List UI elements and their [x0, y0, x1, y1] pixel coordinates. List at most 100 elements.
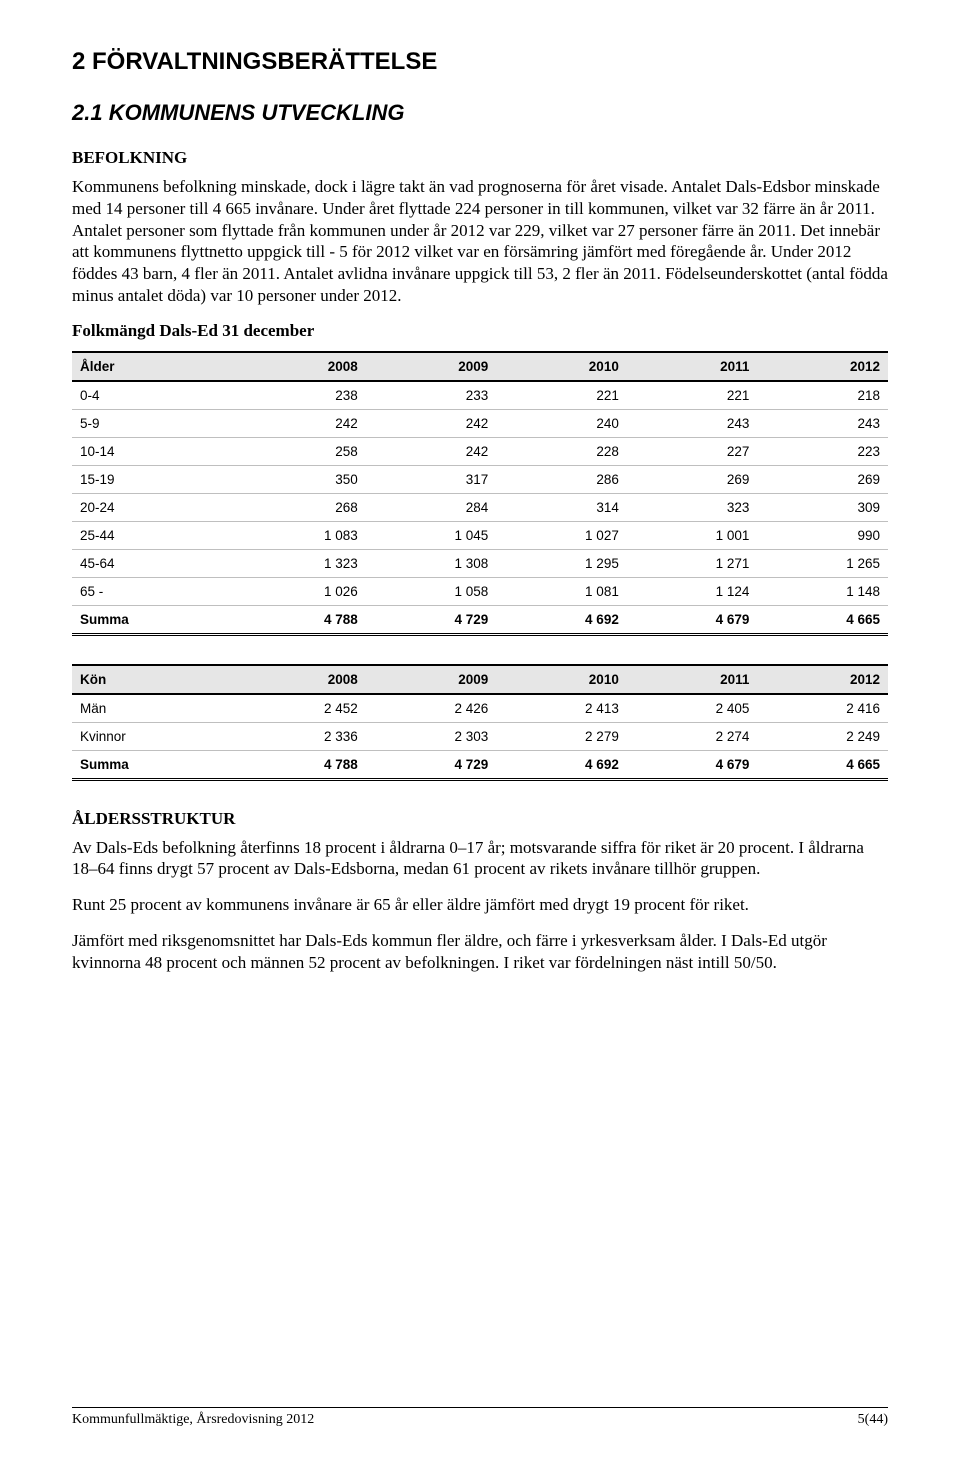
table-cell: 20-24 — [72, 493, 235, 521]
table-sum-cell: 4 665 — [757, 750, 888, 779]
table-cell: 1 083 — [235, 521, 366, 549]
table-row: 25-441 0831 0451 0271 001990 — [72, 521, 888, 549]
table-header-cell: 2012 — [757, 665, 888, 694]
table-sum-cell: 4 679 — [627, 605, 758, 634]
table-cell: 269 — [757, 465, 888, 493]
table-cell: 2 249 — [757, 722, 888, 750]
table-cell: 350 — [235, 465, 366, 493]
table-cell: 238 — [235, 381, 366, 410]
page-footer: Kommunfullmäktige, Årsredovisning 2012 5… — [72, 1407, 888, 1428]
table-cell: 2 405 — [627, 694, 758, 723]
table-cell: 10-14 — [72, 437, 235, 465]
table-row: 20-24268284314323309 — [72, 493, 888, 521]
table-cell: 2 336 — [235, 722, 366, 750]
table-cell: 1 148 — [757, 577, 888, 605]
gender-table: Kön20082009201020112012Män2 4522 4262 41… — [72, 664, 888, 781]
table-cell: 1 295 — [496, 549, 627, 577]
table-cell: 240 — [496, 409, 627, 437]
table-row: 15-19350317286269269 — [72, 465, 888, 493]
table-header-cell: 2008 — [235, 352, 366, 381]
table-cell: 2 279 — [496, 722, 627, 750]
table-row: Kvinnor2 3362 3032 2792 2742 249 — [72, 722, 888, 750]
table-cell: Kvinnor — [72, 722, 235, 750]
table-cell: 2 413 — [496, 694, 627, 723]
table-sum-cell: Summa — [72, 605, 235, 634]
table-header-cell: 2011 — [627, 665, 758, 694]
table-sum-cell: 4 788 — [235, 605, 366, 634]
section-title: 2 FÖRVALTNINGSBERÄTTELSE — [72, 48, 888, 76]
table-sum-cell: 4 729 — [366, 605, 497, 634]
table-cell: 323 — [627, 493, 758, 521]
table-sum-row: Summa4 7884 7294 6924 6794 665 — [72, 750, 888, 779]
table-sum-cell: 4 692 — [496, 750, 627, 779]
table-row: 5-9242242240243243 — [72, 409, 888, 437]
table-cell: 0-4 — [72, 381, 235, 410]
paragraph-alders-1: Av Dals-Eds befolkning återfinns 18 proc… — [72, 837, 888, 881]
table-header-cell: 2009 — [366, 665, 497, 694]
table-cell: 1 271 — [627, 549, 758, 577]
table-cell: 314 — [496, 493, 627, 521]
paragraph-alders-2: Runt 25 procent av kommunens invånare är… — [72, 894, 888, 916]
table-cell: 242 — [235, 409, 366, 437]
table-cell: Män — [72, 694, 235, 723]
table-cell: 269 — [627, 465, 758, 493]
table-cell: 242 — [366, 409, 497, 437]
table-cell: 221 — [627, 381, 758, 410]
table-sum-cell: 4 788 — [235, 750, 366, 779]
table-row: 0-4238233221221218 — [72, 381, 888, 410]
table-header-cell: 2009 — [366, 352, 497, 381]
table-cell: 286 — [496, 465, 627, 493]
table-title: Folkmängd Dals-Ed 31 december — [72, 321, 888, 341]
table-sum-cell: 4 729 — [366, 750, 497, 779]
table-cell: 1 308 — [366, 549, 497, 577]
table-cell: 268 — [235, 493, 366, 521]
table-header-cell: Ålder — [72, 352, 235, 381]
table-cell: 1 027 — [496, 521, 627, 549]
table-cell: 2 416 — [757, 694, 888, 723]
table-cell: 218 — [757, 381, 888, 410]
table-sum-cell: Summa — [72, 750, 235, 779]
table-cell: 45-64 — [72, 549, 235, 577]
table-cell: 228 — [496, 437, 627, 465]
table-cell: 242 — [366, 437, 497, 465]
table-cell: 1 323 — [235, 549, 366, 577]
table-cell: 1 045 — [366, 521, 497, 549]
table-cell: 1 058 — [366, 577, 497, 605]
footer-right: 5(44) — [858, 1412, 888, 1428]
table-cell: 243 — [757, 409, 888, 437]
table-cell: 25-44 — [72, 521, 235, 549]
table-sum-cell: 4 665 — [757, 605, 888, 634]
table-header-cell: 2011 — [627, 352, 758, 381]
table-cell: 15-19 — [72, 465, 235, 493]
table-cell: 1 265 — [757, 549, 888, 577]
table-cell: 243 — [627, 409, 758, 437]
table-row: 65 -1 0261 0581 0811 1241 148 — [72, 577, 888, 605]
table-cell: 227 — [627, 437, 758, 465]
table-sum-cell: 4 679 — [627, 750, 758, 779]
table-cell: 2 452 — [235, 694, 366, 723]
table-cell: 309 — [757, 493, 888, 521]
table-sum-cell: 4 692 — [496, 605, 627, 634]
table-cell: 990 — [757, 521, 888, 549]
table-cell: 258 — [235, 437, 366, 465]
table-cell: 2 274 — [627, 722, 758, 750]
table-header-cell: 2010 — [496, 665, 627, 694]
table-header-cell: 2010 — [496, 352, 627, 381]
heading-befolkning: BEFOLKNING — [72, 148, 888, 168]
table-sum-row: Summa4 7884 7294 6924 6794 665 — [72, 605, 888, 634]
table-cell: 317 — [366, 465, 497, 493]
footer-left: Kommunfullmäktige, Årsredovisning 2012 — [72, 1412, 314, 1428]
table-cell: 65 - — [72, 577, 235, 605]
table-header-cell: Kön — [72, 665, 235, 694]
table-cell: 221 — [496, 381, 627, 410]
heading-aldersstruktur: ÅLDERSSTRUKTUR — [72, 809, 888, 829]
age-table: Ålder200820092010201120120-4238233221221… — [72, 351, 888, 636]
paragraph-befolkning: Kommunens befolkning minskade, dock i lä… — [72, 176, 888, 307]
paragraph-alders-3: Jämfört med riksgenomsnittet har Dals-Ed… — [72, 930, 888, 974]
table-header-cell: 2008 — [235, 665, 366, 694]
table-row: 10-14258242228227223 — [72, 437, 888, 465]
table-cell: 1 081 — [496, 577, 627, 605]
table-cell: 284 — [366, 493, 497, 521]
table-cell: 5-9 — [72, 409, 235, 437]
table-row: 45-641 3231 3081 2951 2711 265 — [72, 549, 888, 577]
